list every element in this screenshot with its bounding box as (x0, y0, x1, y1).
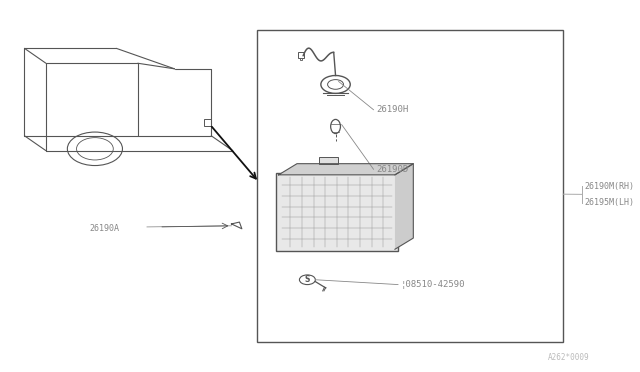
Text: 26190A: 26190A (90, 224, 120, 233)
Bar (298, 52, 305, 58)
FancyBboxPatch shape (276, 173, 398, 251)
Polygon shape (395, 164, 413, 249)
Text: ¦08510-42590: ¦08510-42590 (401, 280, 465, 289)
Bar (300, 58, 303, 60)
Text: 26190H: 26190H (376, 105, 409, 114)
Bar (257, 30, 563, 342)
Bar (319, 157, 338, 164)
Text: A262*0009: A262*0009 (548, 353, 589, 362)
Bar (204, 119, 211, 126)
Polygon shape (278, 164, 413, 175)
Text: 26190M(RH): 26190M(RH) (585, 182, 635, 190)
Text: S: S (305, 275, 310, 284)
Text: 26190D: 26190D (376, 165, 409, 174)
Text: 26195M(LH): 26195M(LH) (585, 198, 635, 207)
